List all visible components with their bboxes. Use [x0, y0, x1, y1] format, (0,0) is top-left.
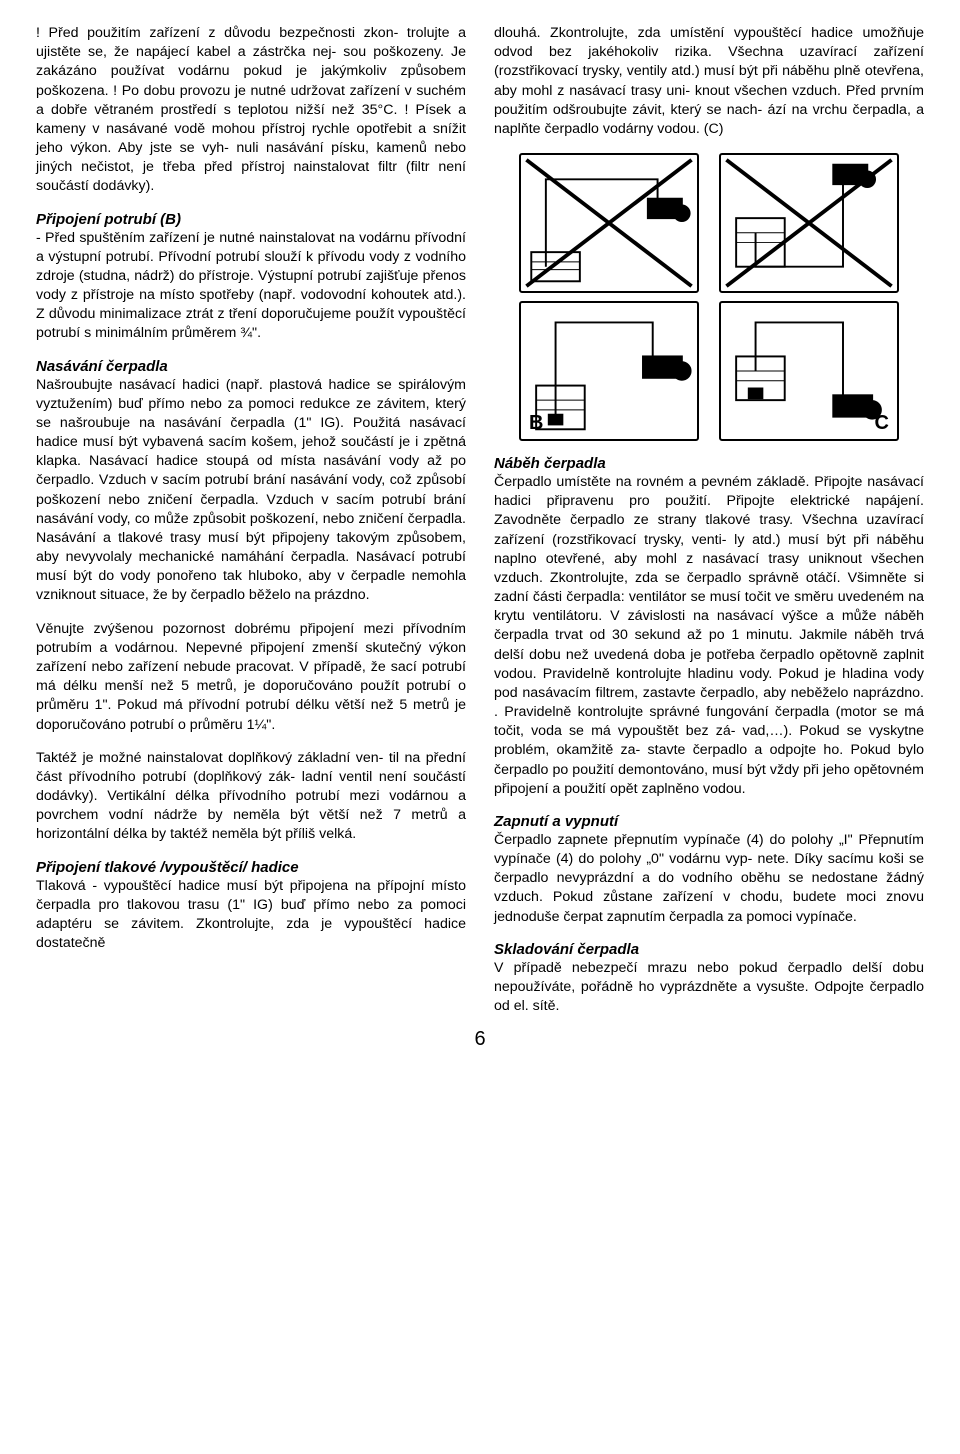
suction-paragraph: Našroubujte nasávací hadici (např. plast…	[36, 376, 466, 606]
page-number: 6	[36, 1028, 924, 1051]
heading-nabeh: Náběh čerpadla	[494, 455, 924, 472]
pressure-hose-paragraph: Tlaková - vypouštěcí hadice musí být při…	[36, 877, 466, 954]
pipe-connection-paragraph: - Před spuštěním zařízení je nutné nains…	[36, 229, 466, 344]
onoff-paragraph: Čerpadlo zapnete přepnutím vypínače (4) …	[494, 831, 924, 927]
figure-label-b: B	[529, 412, 543, 435]
document-page: ! Před použitím zařízení z důvodu bezpeč…	[0, 0, 960, 1071]
attention-paragraph: Věnujte zvýšenou pozornost dobrému připo…	[36, 620, 466, 735]
figure-panel-top-left	[519, 153, 699, 293]
two-column-layout: ! Před použitím zařízení z důvodu bezpeč…	[36, 24, 924, 1018]
heading-nasavani: Nasávání čerpadla	[36, 358, 466, 375]
startup-paragraph: Čerpadlo umístěte na rovném a pevném zák…	[494, 473, 924, 799]
heading-pripojeni-potrubi: Připojení potrubí (B)	[36, 211, 466, 228]
storage-paragraph: V případě nebezpečí mrazu nebo pokud čer…	[494, 959, 924, 1017]
heading-tlakova-hadice: Připojení tlakové /vypouštěcí/ hadice	[36, 859, 466, 876]
figure-label-c: C	[875, 412, 889, 435]
figure-panel-top-right	[719, 153, 899, 293]
safety-paragraph: ! Před použitím zařízení z důvodu bezpeč…	[36, 24, 466, 197]
figure-panel-c: C	[719, 301, 899, 441]
heading-zapnuti: Zapnutí a vypnutí	[494, 813, 924, 830]
right-column: dlouhá. Zkontrolujte, zda umístění vypou…	[494, 24, 924, 1018]
figure-panel-b: B	[519, 301, 699, 441]
heading-skladovani: Skladování čerpadla	[494, 941, 924, 958]
installation-figure: B	[519, 153, 899, 441]
valve-paragraph: Taktéž je možné nainstalovat doplňkový z…	[36, 749, 466, 845]
continuation-paragraph: dlouhá. Zkontrolujte, zda umístění vypou…	[494, 24, 924, 139]
left-column: ! Před použitím zařízení z důvodu bezpeč…	[36, 24, 466, 1018]
